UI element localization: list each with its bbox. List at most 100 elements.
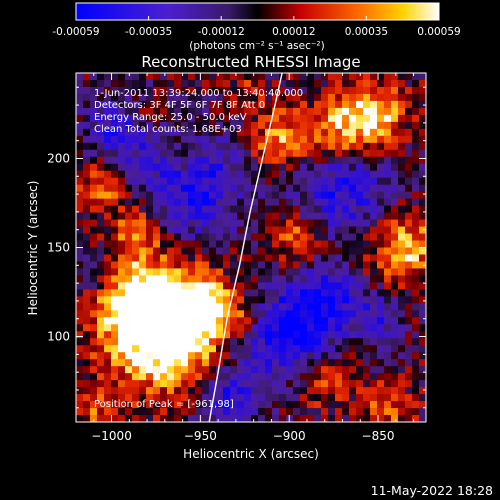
heatmap-cell [139, 149, 147, 158]
heatmap-cell [279, 86, 287, 95]
heatmap-cell [97, 233, 105, 241]
heatmap-cell [244, 156, 252, 165]
heatmap-cell [216, 198, 224, 207]
heatmap-cell [356, 79, 364, 88]
heatmap-cell [216, 366, 224, 374]
heatmap-cell [412, 107, 420, 116]
heatmap-cell [349, 212, 357, 220]
heatmap-cell [181, 93, 189, 102]
heatmap-cell [83, 275, 91, 283]
heatmap-cell [321, 282, 329, 290]
heatmap-cell [391, 352, 399, 360]
heatmap-cell [307, 289, 315, 297]
heatmap-cell [237, 128, 245, 137]
heatmap-cell [188, 324, 196, 332]
heatmap-cell [251, 401, 259, 409]
heatmap-cell [76, 345, 84, 353]
heatmap-cell [370, 317, 378, 325]
heatmap-cell [335, 191, 343, 200]
heatmap-cell [377, 184, 385, 193]
heatmap-cell [377, 268, 385, 276]
heatmap-cell [195, 254, 203, 262]
heatmap-cell [370, 338, 378, 346]
heatmap-cell [97, 73, 105, 81]
heatmap-cell [370, 219, 378, 227]
heatmap-cell [398, 352, 406, 360]
heatmap-cell [286, 387, 294, 395]
heatmap-cell [342, 226, 350, 234]
heatmap-cell [118, 142, 126, 151]
heatmap-cell [286, 394, 294, 402]
heatmap-cell [195, 324, 203, 332]
heatmap-cell [328, 317, 336, 325]
heatmap-cell [405, 100, 413, 109]
heatmap-cell [125, 149, 133, 158]
heatmap-cell [167, 352, 175, 360]
heatmap-cell [174, 163, 182, 172]
heatmap-cell [237, 317, 245, 325]
heatmap-cell [328, 233, 336, 241]
heatmap-cell [321, 387, 329, 395]
heatmap-cell [195, 205, 203, 213]
heatmap-cell [356, 93, 364, 102]
heatmap-cell [90, 163, 98, 172]
heatmap-cell [132, 324, 140, 332]
heatmap-cell [384, 156, 392, 165]
heatmap-cell [328, 240, 336, 248]
heatmap-cell [237, 73, 245, 81]
heatmap-cell [209, 373, 217, 381]
heatmap-plot [76, 73, 426, 422]
heatmap-cell [167, 107, 175, 116]
heatmap-cell [188, 86, 196, 95]
heatmap-cell [356, 205, 364, 213]
heatmap-cell [272, 401, 280, 409]
heatmap-cell [167, 408, 175, 416]
heatmap-cell [370, 275, 378, 283]
heatmap-cell [160, 219, 168, 227]
heatmap-cell [293, 121, 301, 130]
heatmap-cell [237, 247, 245, 255]
heatmap-cell [111, 338, 119, 346]
heatmap-cell [335, 394, 343, 402]
heatmap-cell [384, 415, 392, 422]
heatmap-cell [223, 93, 231, 102]
heatmap-cell [286, 212, 294, 220]
heatmap-cell [153, 380, 161, 388]
heatmap-cell [195, 156, 203, 165]
heatmap-cell [370, 128, 378, 137]
heatmap-cell [139, 73, 147, 81]
heatmap-cell [181, 212, 189, 220]
heatmap-cell [118, 191, 126, 200]
heatmap-cell [202, 366, 210, 374]
heatmap-cell [265, 79, 273, 88]
heatmap-cell [307, 275, 315, 283]
heatmap-cell [90, 135, 98, 144]
heatmap-cell [272, 198, 280, 207]
heatmap-cell [83, 205, 91, 213]
heatmap-cell [391, 156, 399, 165]
heatmap-cell [370, 156, 378, 165]
heatmap-cell [195, 408, 203, 416]
heatmap-cell [391, 373, 399, 381]
heatmap-cell [167, 93, 175, 102]
heatmap-cell [230, 184, 238, 193]
heatmap-cell [125, 324, 133, 332]
heatmap-cell [216, 401, 224, 409]
heatmap-cell [314, 240, 322, 248]
heatmap-cell [307, 135, 315, 144]
heatmap-cell [202, 205, 210, 213]
heatmap-cell [202, 415, 210, 422]
heatmap-cell [412, 317, 420, 325]
heatmap-cell [195, 247, 203, 255]
heatmap-cell [314, 184, 322, 193]
heatmap-cell [181, 233, 189, 241]
heatmap-cell [230, 198, 238, 207]
heatmap-cell [167, 373, 175, 381]
heatmap-cell [307, 198, 315, 207]
heatmap-cell [237, 142, 245, 151]
heatmap-cell [111, 198, 119, 207]
heatmap-cell [153, 163, 161, 172]
heatmap-cell [279, 79, 287, 88]
heatmap-cell [314, 366, 322, 374]
heatmap-cell [405, 233, 413, 241]
